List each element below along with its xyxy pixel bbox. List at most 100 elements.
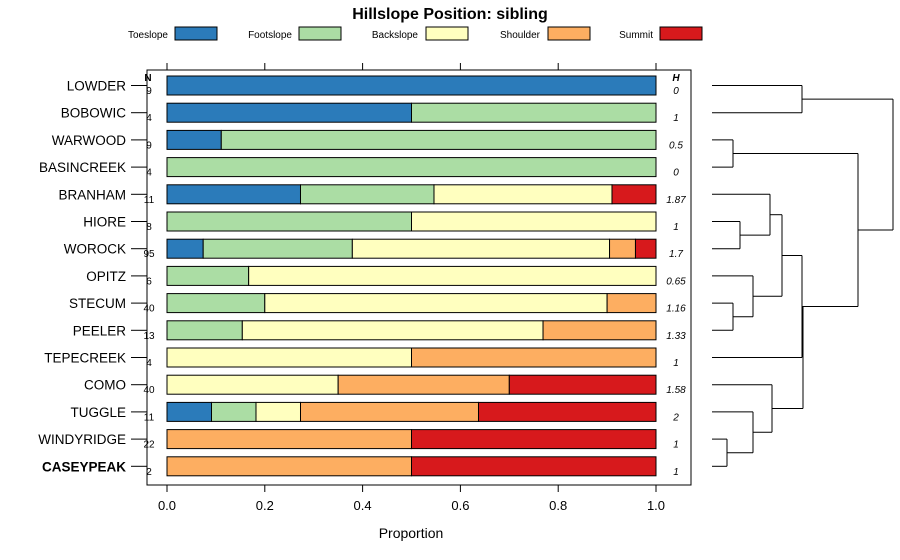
bar-worock-summit	[634, 238, 657, 259]
n-value-bobowic: 4	[146, 113, 152, 124]
bar-worock-footslope	[202, 238, 353, 259]
x-tick-label-1: 0.2	[256, 498, 274, 513]
bar-warwood-toeslope	[166, 129, 222, 150]
row-label-hiore: HIORE	[83, 215, 126, 230]
legend-label-footslope: Footslope	[248, 30, 292, 41]
bar-warwood-footslope	[220, 129, 657, 150]
legend-label-toeslope: Toeslope	[128, 30, 168, 41]
chart-title: Hillslope Position: sibling	[352, 6, 548, 23]
bar-worock-shoulder	[609, 238, 636, 259]
bar-stecum-footslope	[166, 293, 266, 314]
n-value-worock: 95	[143, 249, 155, 260]
h-value-tepecreek: 1	[673, 358, 679, 369]
n-value-tuggle: 11	[144, 412, 155, 423]
row-label-worock: WOROCK	[64, 242, 126, 257]
row-label-como: COMO	[84, 378, 126, 393]
bar-tuggle-toeslope	[166, 401, 212, 422]
n-value-peeler: 13	[143, 331, 155, 342]
n-header: N	[144, 73, 151, 84]
h-value-como: 1.58	[666, 385, 686, 396]
bar-stecum-shoulder	[606, 293, 657, 314]
row-tuggle: TUGGLE 11 2	[70, 401, 679, 423]
legend-swatch-footslope	[298, 26, 342, 41]
row-label-lowder: LOWDER	[67, 79, 127, 94]
h-value-stecum: 1.16	[666, 304, 686, 315]
bar-como-shoulder	[337, 374, 510, 395]
bar-tuggle-summit	[477, 401, 657, 422]
x-tick-label-2: 0.4	[354, 498, 372, 513]
h-value-lowder: 0	[673, 86, 679, 97]
h-value-windyridge: 1	[673, 440, 679, 451]
top-axis-ticks	[166, 63, 657, 70]
x-axis-title: Proportion	[379, 525, 444, 541]
bar-lowder-toeslope	[166, 75, 657, 96]
row-basincreek: BASINCREEK 4 0	[39, 157, 679, 179]
legend-label-summit: Summit	[619, 30, 653, 41]
bar-peeler-footslope	[166, 320, 243, 341]
bar-branham-backslope	[433, 184, 613, 205]
row-label-tepecreek: TEPECREEK	[44, 351, 126, 366]
n-value-basincreek: 4	[146, 168, 152, 179]
bar-stecum-backslope	[264, 293, 608, 314]
row-peeler: PEELER 13 1.33	[73, 320, 686, 342]
row-worock: WOROCK 95 1.7	[64, 238, 683, 260]
row-stecum: STECUM 40 1.16	[69, 293, 686, 315]
row-label-branham: BRANHAM	[58, 187, 126, 202]
bar-hiore-backslope	[411, 211, 657, 232]
row-label-bobowic: BOBOWIC	[61, 106, 127, 121]
bar-como-backslope	[166, 374, 339, 395]
x-tick-label-3: 0.6	[451, 498, 469, 513]
row-hiore: HIORE 8 1	[83, 211, 679, 233]
bar-branham-summit	[611, 184, 657, 205]
dendrogram	[712, 85, 894, 467]
bar-tuggle-footslope	[210, 401, 257, 422]
row-label-windyridge: WINDYRIDGE	[38, 432, 126, 447]
row-opitz: OPITZ 6 0.65	[86, 265, 686, 287]
h-value-basincreek: 0	[673, 168, 679, 179]
bar-tepecreek-backslope	[166, 347, 412, 368]
bar-caseypeak-summit	[411, 456, 657, 477]
n-value-caseypeak: 2	[146, 467, 152, 478]
row-windyridge: WINDYRIDGE 22 1	[38, 429, 679, 451]
row-caseypeak: CASEYPEAK 2 1	[42, 456, 679, 478]
row-label-stecum: STECUM	[69, 296, 126, 311]
row-como: COMO 40 1.58	[84, 374, 686, 396]
bar-bobowic-footslope	[411, 102, 657, 123]
bar-tuggle-backslope	[255, 401, 301, 422]
bar-windyridge-summit	[411, 429, 657, 450]
row-bobowic: BOBOWIC 4 1	[61, 102, 679, 124]
bar-branham-toeslope	[166, 184, 301, 205]
legend-swatch-toeslope	[174, 26, 218, 41]
n-value-tepecreek: 4	[146, 358, 152, 369]
bar-opitz-backslope	[248, 265, 657, 286]
n-value-stecum: 40	[143, 304, 155, 315]
x-tick-label-5: 1.0	[647, 498, 665, 513]
n-value-windyridge: 22	[143, 440, 155, 451]
x-tick-label-0: 0.0	[158, 498, 176, 513]
bar-worock-backslope	[351, 238, 611, 259]
n-value-branham: 11	[144, 195, 155, 206]
row-warwood: WARWOOD 9 0.5	[52, 129, 683, 151]
h-value-hiore: 1	[673, 222, 679, 233]
n-value-warwood: 9	[146, 140, 152, 151]
row-branham: BRANHAM 11 1.87	[58, 184, 686, 206]
legend-swatch-summit	[659, 26, 703, 41]
row-lowder: LOWDER 9 0	[67, 75, 679, 97]
legend: Toeslope Footslope Backslope Shoulder Summit	[128, 26, 703, 41]
bar-peeler-shoulder	[542, 320, 657, 341]
row-tepecreek: TEPECREEK 4 1	[44, 347, 679, 369]
row-label-peeler: PEELER	[73, 323, 127, 338]
legend-label-shoulder: Shoulder	[500, 30, 541, 41]
bar-branham-footslope	[299, 184, 435, 205]
n-value-opitz: 6	[146, 276, 152, 287]
row-label-opitz: OPITZ	[86, 269, 126, 284]
bar-peeler-backslope	[241, 320, 544, 341]
n-value-hiore: 8	[146, 222, 152, 233]
row-label-caseypeak: CASEYPEAK	[42, 459, 126, 474]
h-value-warwood: 0.5	[669, 140, 683, 151]
h-value-caseypeak: 1	[673, 467, 679, 478]
bar-tuggle-shoulder	[299, 401, 479, 422]
bar-windyridge-shoulder	[166, 429, 412, 450]
